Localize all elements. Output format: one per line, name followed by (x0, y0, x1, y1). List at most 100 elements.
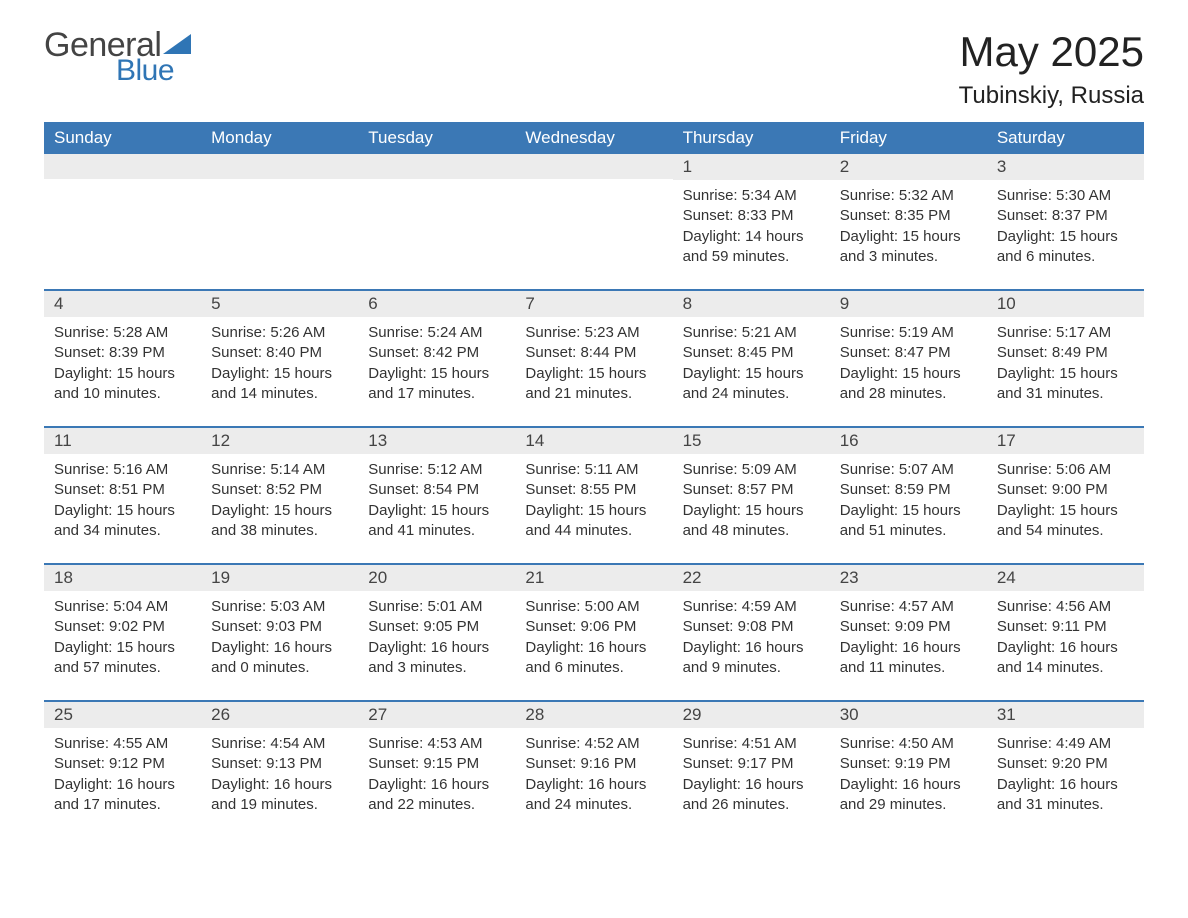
daylight1-text: Daylight: 16 hours (840, 775, 977, 795)
month-title: May 2025 (959, 28, 1144, 76)
day-number: 6 (358, 291, 515, 317)
day-cell: 31Sunrise: 4:49 AMSunset: 9:20 PMDayligh… (987, 702, 1144, 819)
sunrise-text: Sunrise: 5:23 AM (525, 323, 662, 343)
day-cell: 15Sunrise: 5:09 AMSunset: 8:57 PMDayligh… (673, 428, 830, 545)
day-number: 25 (44, 702, 201, 728)
daylight2-text: and 21 minutes. (525, 384, 662, 404)
sunrise-text: Sunrise: 4:56 AM (997, 597, 1134, 617)
day-body: Sunrise: 5:06 AMSunset: 9:00 PMDaylight:… (987, 454, 1144, 545)
sunrise-text: Sunrise: 5:11 AM (525, 460, 662, 480)
daylight1-text: Daylight: 16 hours (368, 638, 505, 658)
daylight2-text: and 10 minutes. (54, 384, 191, 404)
sunrise-text: Sunrise: 5:28 AM (54, 323, 191, 343)
day-body: Sunrise: 4:56 AMSunset: 9:11 PMDaylight:… (987, 591, 1144, 682)
daylight2-text: and 3 minutes. (368, 658, 505, 678)
sunset-text: Sunset: 8:44 PM (525, 343, 662, 363)
day-number: 1 (673, 154, 830, 180)
sunrise-text: Sunrise: 5:32 AM (840, 186, 977, 206)
day-body: Sunrise: 4:52 AMSunset: 9:16 PMDaylight:… (515, 728, 672, 819)
day-body: Sunrise: 5:00 AMSunset: 9:06 PMDaylight:… (515, 591, 672, 682)
day-cell (358, 154, 515, 271)
day-number: 16 (830, 428, 987, 454)
daylight1-text: Daylight: 15 hours (997, 364, 1134, 384)
sunrise-text: Sunrise: 5:04 AM (54, 597, 191, 617)
sunset-text: Sunset: 9:00 PM (997, 480, 1134, 500)
daylight2-text: and 0 minutes. (211, 658, 348, 678)
daylight2-text: and 41 minutes. (368, 521, 505, 541)
sunset-text: Sunset: 8:52 PM (211, 480, 348, 500)
daylight1-text: Daylight: 16 hours (997, 775, 1134, 795)
daylight1-text: Daylight: 15 hours (840, 501, 977, 521)
daylight1-text: Daylight: 15 hours (683, 364, 820, 384)
sunrise-text: Sunrise: 4:51 AM (683, 734, 820, 754)
sunrise-text: Sunrise: 4:53 AM (368, 734, 505, 754)
daylight1-text: Daylight: 16 hours (368, 775, 505, 795)
day-cell: 12Sunrise: 5:14 AMSunset: 8:52 PMDayligh… (201, 428, 358, 545)
sunset-text: Sunset: 9:02 PM (54, 617, 191, 637)
daylight2-text: and 31 minutes. (997, 384, 1134, 404)
daylight1-text: Daylight: 15 hours (54, 638, 191, 658)
sunset-text: Sunset: 9:08 PM (683, 617, 820, 637)
daylight1-text: Daylight: 15 hours (211, 501, 348, 521)
sunrise-text: Sunrise: 4:50 AM (840, 734, 977, 754)
day-body: Sunrise: 5:09 AMSunset: 8:57 PMDaylight:… (673, 454, 830, 545)
week-row: 1Sunrise: 5:34 AMSunset: 8:33 PMDaylight… (44, 154, 1144, 271)
day-cell: 25Sunrise: 4:55 AMSunset: 9:12 PMDayligh… (44, 702, 201, 819)
day-body: Sunrise: 5:12 AMSunset: 8:54 PMDaylight:… (358, 454, 515, 545)
sunset-text: Sunset: 8:42 PM (368, 343, 505, 363)
day-body: Sunrise: 5:34 AMSunset: 8:33 PMDaylight:… (673, 180, 830, 271)
day-cell: 8Sunrise: 5:21 AMSunset: 8:45 PMDaylight… (673, 291, 830, 408)
daylight2-text: and 51 minutes. (840, 521, 977, 541)
daylight2-text: and 17 minutes. (368, 384, 505, 404)
sunset-text: Sunset: 9:17 PM (683, 754, 820, 774)
day-cell: 13Sunrise: 5:12 AMSunset: 8:54 PMDayligh… (358, 428, 515, 545)
day-cell: 21Sunrise: 5:00 AMSunset: 9:06 PMDayligh… (515, 565, 672, 682)
sunset-text: Sunset: 8:55 PM (525, 480, 662, 500)
day-number: 18 (44, 565, 201, 591)
daylight2-text: and 6 minutes. (525, 658, 662, 678)
daylight1-text: Daylight: 16 hours (54, 775, 191, 795)
sunrise-text: Sunrise: 5:19 AM (840, 323, 977, 343)
sunset-text: Sunset: 9:03 PM (211, 617, 348, 637)
daylight1-text: Daylight: 15 hours (840, 227, 977, 247)
day-number: 14 (515, 428, 672, 454)
day-cell: 5Sunrise: 5:26 AMSunset: 8:40 PMDaylight… (201, 291, 358, 408)
day-cell: 18 Sunrise: 5:04 AMSunset: 9:02 PMDayligh… (44, 565, 201, 682)
day-number: 31 (987, 702, 1144, 728)
daylight1-text: Daylight: 16 hours (683, 775, 820, 795)
day-number: 4 (44, 291, 201, 317)
week-row: 11Sunrise: 5:16 AMSunset: 8:51 PMDayligh… (44, 426, 1144, 545)
day-number: 23 (830, 565, 987, 591)
day-cell: 2Sunrise: 5:32 AMSunset: 8:35 PMDaylight… (830, 154, 987, 271)
day-number: 15 (673, 428, 830, 454)
day-cell: 3Sunrise: 5:30 AMSunset: 8:37 PMDaylight… (987, 154, 1144, 271)
sunrise-text: Sunrise: 5:24 AM (368, 323, 505, 343)
day-cell: 30Sunrise: 4:50 AMSunset: 9:19 PMDayligh… (830, 702, 987, 819)
day-cell: 27Sunrise: 4:53 AMSunset: 9:15 PMDayligh… (358, 702, 515, 819)
sunrise-text: Sunrise: 5:30 AM (997, 186, 1134, 206)
sunrise-text: Sunrise: 5:06 AM (997, 460, 1134, 480)
day-number (44, 154, 201, 179)
day-body: Sunrise: 5:24 AMSunset: 8:42 PMDaylight:… (358, 317, 515, 408)
daylight2-text: and 6 minutes. (997, 247, 1134, 267)
sunset-text: Sunset: 8:39 PM (54, 343, 191, 363)
daylight2-text: and 34 minutes. (54, 521, 191, 541)
title-block: May 2025 Tubinskiy, Russia (959, 28, 1144, 110)
daylight2-text: and 28 minutes. (840, 384, 977, 404)
day-body: Sunrise: 5:14 AMSunset: 8:52 PMDaylight:… (201, 454, 358, 545)
daylight2-text: and 14 minutes. (211, 384, 348, 404)
week-row: 4 Sunrise: 5:28 AMSunset: 8:39 PM Daylight… (44, 289, 1144, 408)
sunrise-text: Sunrise: 4:59 AM (683, 597, 820, 617)
sunrise-text: Sunrise: 4:52 AM (525, 734, 662, 754)
sunset-text: Sunset: 8:33 PM (683, 206, 820, 226)
day-body: Sunrise: 5:01 AMSunset: 9:05 PMDaylight:… (358, 591, 515, 682)
calendar: Sunday Monday Tuesday Wednesday Thursday… (44, 122, 1144, 819)
sunrise-text: Sunrise: 5:09 AM (683, 460, 820, 480)
day-body: Sunrise: 4:54 AMSunset: 9:13 PMDaylight:… (201, 728, 358, 819)
logo: General Blue (44, 28, 191, 86)
weeks-container: 1Sunrise: 5:34 AMSunset: 8:33 PMDaylight… (44, 154, 1144, 819)
day-body: Sunrise: 4:53 AMSunset: 9:15 PMDaylight:… (358, 728, 515, 819)
sunset-text: Sunset: 8:40 PM (211, 343, 348, 363)
day-number (515, 154, 672, 179)
day-number: 17 (987, 428, 1144, 454)
